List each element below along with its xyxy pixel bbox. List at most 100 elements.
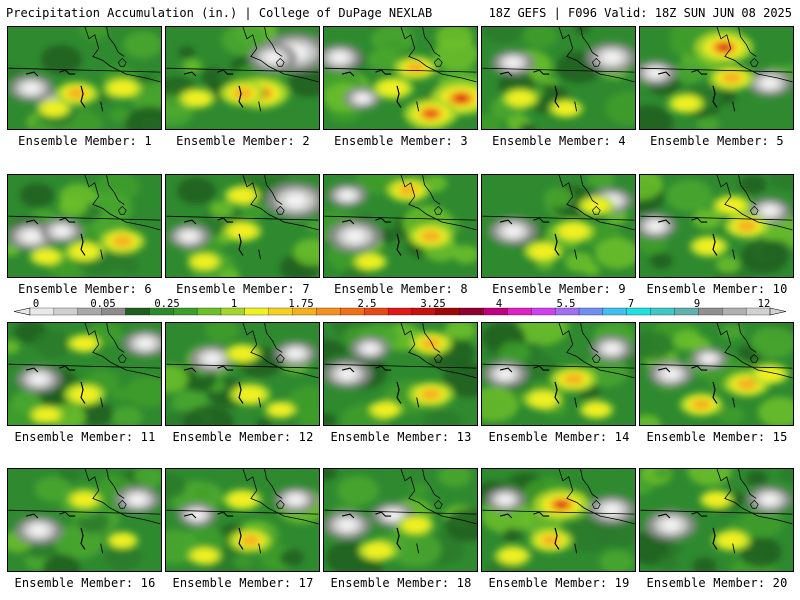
map-outlines [482, 469, 635, 554]
colorbar-tick-label: 0 [32, 298, 40, 310]
precip-field [166, 469, 319, 571]
member-label: Ensemble Member: 20 [646, 576, 788, 590]
map-outlines [166, 175, 319, 260]
colorbar-swatch [698, 307, 723, 316]
member-map-panel [323, 26, 478, 130]
precip-field [482, 469, 635, 571]
member-label: Ensemble Member: 6 [18, 282, 152, 296]
map-outlines [8, 323, 161, 408]
colorbar-tick-label: 4 [495, 298, 503, 310]
member-map-panel [481, 322, 636, 426]
member-label: Ensemble Member: 1 [18, 134, 152, 148]
colorbar-swatch [316, 307, 341, 316]
member-map-panel [165, 322, 320, 426]
member-label: Ensemble Member: 13 [330, 430, 472, 444]
map-outlines [166, 27, 319, 112]
map-outlines [8, 175, 161, 260]
member-map-panel [481, 174, 636, 278]
member-map-panel [165, 174, 320, 278]
map-outlines [324, 27, 477, 112]
member-label: Ensemble Member: 5 [650, 134, 784, 148]
precip-field [324, 469, 477, 571]
member-map-panel [7, 468, 162, 572]
map-outlines [482, 175, 635, 260]
member-map-panel [639, 468, 794, 572]
map-outlines [640, 27, 793, 112]
member-label: Ensemble Member: 8 [334, 282, 468, 296]
colorbar-swatch [244, 307, 270, 316]
member-map-panel [165, 26, 320, 130]
member-map-panel [7, 174, 162, 278]
map-outlines [324, 323, 477, 408]
colorbar-tick-label: 1 [230, 298, 238, 310]
member-label: Ensemble Member: 19 [488, 576, 630, 590]
colorbar-swatch [722, 307, 747, 316]
map-outlines [482, 323, 635, 408]
member-map-panel [639, 26, 794, 130]
colorbar-swatch [578, 307, 604, 316]
colorbar-swatch [196, 307, 222, 316]
member-map-panel [323, 174, 478, 278]
precip-field [8, 323, 161, 425]
member-map-panel [165, 468, 320, 572]
colorbar-low-arrow [13, 307, 31, 316]
member-label: Ensemble Member: 2 [176, 134, 310, 148]
member-map-panel [481, 468, 636, 572]
colorbar-swatch [650, 307, 676, 316]
precip-field [640, 323, 793, 425]
map-outlines [324, 175, 477, 260]
precip-field [482, 323, 635, 425]
member-label: Ensemble Member: 3 [334, 134, 468, 148]
member-map-panel [323, 322, 478, 426]
member-label: Ensemble Member: 10 [646, 282, 788, 296]
map-outlines [166, 469, 319, 554]
member-label: Ensemble Member: 11 [14, 430, 156, 444]
colorbar-swatch [459, 307, 485, 316]
colorbar-swatch [531, 307, 556, 316]
colorbar-swatch [507, 307, 532, 316]
member-label: Ensemble Member: 7 [176, 282, 310, 296]
precip-field [8, 469, 161, 571]
member-label: Ensemble Member: 16 [14, 576, 156, 590]
member-map-panel [7, 322, 162, 426]
colorbar-tick-label: 0.05 [90, 298, 116, 310]
precip-field [482, 27, 635, 129]
colorbar-tick-label: 9 [693, 298, 701, 310]
precip-field [166, 175, 319, 277]
colorbar-tick-label: 0.25 [154, 298, 180, 310]
precip-field [640, 175, 793, 277]
member-label: Ensemble Member: 4 [492, 134, 626, 148]
colorbar-swatch [602, 307, 628, 316]
map-outlines [640, 469, 793, 554]
colorbar-tick-label: 3.25 [420, 298, 446, 310]
map-outlines [8, 469, 161, 554]
colorbar-tick-label: 1.75 [288, 298, 314, 310]
map-outlines [640, 323, 793, 408]
map-outlines [640, 175, 793, 260]
precip-field [324, 175, 477, 277]
precip-colorbar [13, 307, 787, 316]
model-valid-time: 18Z GEFS | F096 Valid: 18Z SUN JUN 08 20… [488, 6, 792, 20]
precip-field [640, 469, 793, 571]
member-map-panel [323, 468, 478, 572]
colorbar-swatch [53, 307, 79, 316]
member-map-panel [639, 322, 794, 426]
precip-field [640, 27, 793, 129]
precip-field [324, 323, 477, 425]
precip-field [166, 323, 319, 425]
member-label: Ensemble Member: 9 [492, 282, 626, 296]
map-outlines [324, 469, 477, 554]
map-outlines [482, 27, 635, 112]
precip-field [8, 175, 161, 277]
map-outlines [8, 27, 161, 112]
member-label: Ensemble Member: 17 [172, 576, 314, 590]
member-map-panel [639, 174, 794, 278]
colorbar-high-arrow [769, 307, 787, 316]
precip-field [482, 175, 635, 277]
chart-title: Precipitation Accumulation (in.) | Colle… [6, 6, 433, 20]
colorbar-tick-label: 7 [627, 298, 635, 310]
colorbar-tick-label: 12 [757, 298, 771, 310]
member-label: Ensemble Member: 12 [172, 430, 314, 444]
precip-field [324, 27, 477, 129]
precip-field [166, 27, 319, 129]
